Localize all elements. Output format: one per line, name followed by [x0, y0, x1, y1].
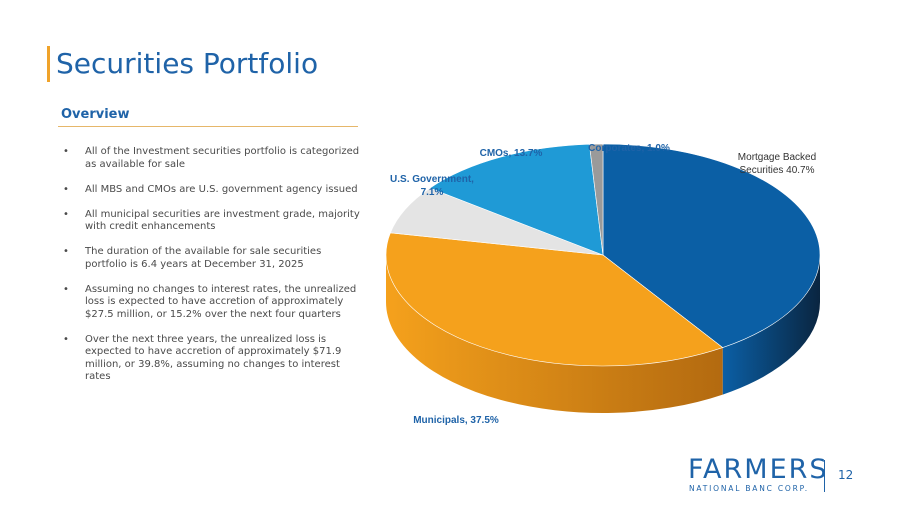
bullet-item: • The duration of the available for sale …: [61, 246, 366, 271]
bullet-dot: •: [63, 146, 69, 157]
pie-top-group: [385, 143, 821, 367]
slice-label: Mortgage Backed Securities 40.7%: [738, 152, 816, 176]
bullet-dot: •: [63, 246, 69, 257]
slice-label-line: Municipals, 37.5%: [413, 415, 499, 426]
bullet-item: • Assuming no changes to interest rates, …: [61, 284, 366, 322]
bullet-text: All municipal securities are investment …: [85, 208, 360, 233]
bullet-item: • All municipal securities are investment…: [61, 209, 366, 234]
title-accent-bar: [47, 46, 50, 82]
bullet-text: The duration of the available for sale s…: [85, 246, 322, 270]
pie-side-group: [386, 255, 820, 414]
pie-slice-side: [722, 255, 820, 395]
section-divider: [58, 126, 358, 127]
slice-label: U.S. Government, 7.1%: [390, 174, 474, 198]
bullet-dot: •: [63, 183, 69, 195]
bullet-item: • All of the Investment securities portfo…: [61, 146, 366, 171]
slice-label-line: Corporates, 1.0%: [588, 143, 670, 154]
slice-label-line: Mortgage Backed: [738, 152, 816, 163]
section-heading: Overview: [61, 107, 130, 122]
footer-divider: [824, 460, 825, 492]
bullet-item: • All MBS and CMOs are U.S. government ag…: [61, 184, 366, 197]
slice-label-line: 7.1%: [421, 187, 444, 198]
bullet-item: • Over the next three years, the unrealiz…: [61, 334, 366, 384]
bullet-text: All of the Investment securities portfol…: [85, 146, 360, 170]
bullet-dot: •: [63, 283, 69, 295]
bullet-text: Assuming no changes to interest rates, t…: [85, 283, 357, 320]
slice-label-line: U.S. Government,: [390, 174, 474, 185]
company-logo: FARMERS NATIONAL BANC CORP.: [688, 455, 827, 495]
page-number: 12: [838, 468, 854, 482]
pie-slice-side: [386, 255, 723, 414]
slice-label-line: Securities 40.7%: [739, 165, 814, 176]
pie-slice: [589, 143, 604, 256]
bullet-list: • All of the Investment securities portfo…: [61, 146, 366, 396]
logo-wordmark: FARMERS: [688, 454, 829, 485]
pie-slice: [385, 232, 724, 367]
logo-subtitle: NATIONAL BANC CORP.: [689, 484, 809, 493]
slice-label: Corporates, 1.0%: [588, 143, 670, 154]
slice-label-line: CMOs, 13.7%: [480, 148, 543, 159]
page-title: Securities Portfolio: [56, 47, 319, 80]
pie-slice: [429, 143, 604, 256]
slice-label: Municipals, 37.5%: [413, 415, 499, 426]
bullet-text: Over the next three years, the unrealize…: [85, 333, 342, 383]
slice-label: CMOs, 13.7%: [480, 148, 543, 159]
bullet-dot: •: [63, 333, 69, 345]
bullet-text: All MBS and CMOs are U.S. government age…: [85, 183, 358, 195]
bullet-dot: •: [63, 208, 69, 220]
